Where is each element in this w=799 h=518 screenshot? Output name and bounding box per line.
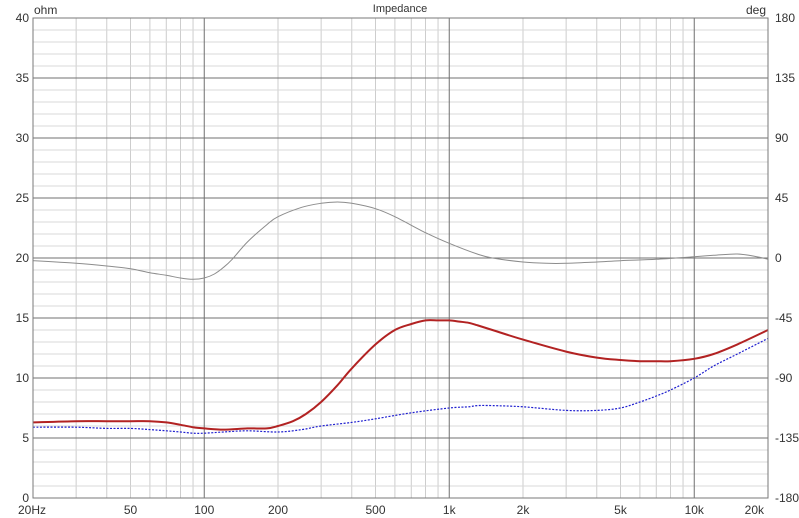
left-axis-unit: ohm: [34, 3, 57, 17]
chart-title: Impedance: [373, 3, 427, 15]
x-tick-label: 20Hz: [18, 503, 46, 517]
y-left-tick-label: 10: [16, 371, 30, 385]
x-tick-label: 200: [268, 503, 288, 517]
y-left-tick-label: 5: [22, 431, 29, 445]
y-right-tick-label: 90: [775, 131, 789, 145]
x-tick-labels: 20Hz 50 100 200 500 1k 2k 5k 10k 20k: [18, 503, 765, 517]
x-tick-label: 20k: [745, 503, 765, 517]
x-tick-label: 2k: [517, 503, 531, 517]
impedance-magnitude-line: [32, 319, 769, 431]
y-right-tick-label: 180: [775, 11, 795, 25]
impedance-secondary-line: [32, 337, 769, 434]
y-right-tick-labels: -180 -135 -90 -45 0 45 90 135 180: [775, 11, 799, 505]
x-tick-label: 500: [365, 503, 385, 517]
right-axis-unit: deg: [746, 3, 766, 17]
y-right-tick-label: 45: [775, 191, 789, 205]
y-right-tick-label: -135: [775, 431, 799, 445]
series-layer: [32, 201, 769, 434]
y-left-tick-label: 20: [16, 251, 30, 265]
y-left-tick-label: 30: [16, 131, 30, 145]
plot-border: [32, 17, 769, 499]
x-tick-label: 50: [124, 503, 138, 517]
y-left-tick-label: 0: [22, 491, 29, 505]
y-left-tick-label: 35: [16, 71, 30, 85]
y-right-tick-label: -45: [775, 311, 793, 325]
phase-line: [32, 201, 769, 280]
x-tick-label: 100: [194, 503, 214, 517]
y-left-tick-label: 25: [16, 191, 30, 205]
x-tick-label: 5k: [614, 503, 628, 517]
x-tick-label: 10k: [685, 503, 705, 517]
y-right-tick-label: 0: [775, 251, 782, 265]
y-right-tick-label: -90: [775, 371, 793, 385]
y-left-tick-label: 15: [16, 311, 30, 325]
y-left-tick-labels: 0 5 10 15 20 25 30 35 40: [16, 11, 30, 505]
y-right-tick-label: -180: [775, 491, 799, 505]
y-left-tick-label: 40: [16, 11, 30, 25]
x-tick-label: 1k: [443, 503, 457, 517]
y-right-tick-label: 135: [775, 71, 795, 85]
